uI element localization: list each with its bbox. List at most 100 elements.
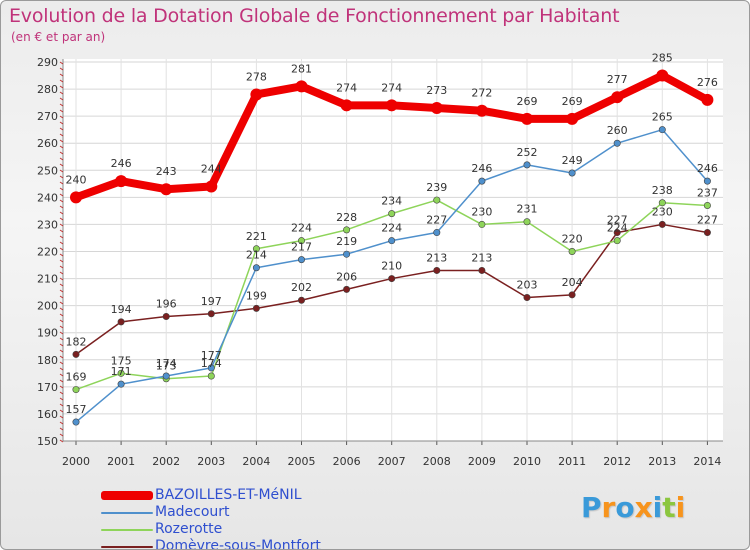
legend-label: Rozerotte bbox=[155, 521, 223, 537]
logo-letter: i bbox=[652, 491, 663, 524]
data-point bbox=[295, 80, 308, 93]
logo-letter: o bbox=[615, 491, 635, 524]
data-label: 265 bbox=[652, 111, 673, 124]
data-point bbox=[388, 210, 396, 218]
data-label: 175 bbox=[111, 354, 132, 367]
data-label: 213 bbox=[426, 251, 447, 264]
data-label: 239 bbox=[426, 181, 447, 194]
x-tick-label: 2009 bbox=[468, 455, 496, 468]
x-tick-label: 2010 bbox=[513, 455, 541, 468]
y-axis-dash bbox=[59, 229, 64, 233]
data-point bbox=[478, 220, 486, 228]
y-axis-dash bbox=[59, 355, 64, 359]
data-point bbox=[568, 291, 576, 299]
data-point bbox=[478, 266, 486, 274]
logo-letter: P bbox=[581, 491, 602, 524]
y-axis-dash bbox=[59, 373, 64, 377]
data-label: 240 bbox=[66, 173, 87, 186]
data-point bbox=[568, 248, 576, 256]
data-label: 269 bbox=[517, 95, 538, 108]
data-point bbox=[297, 237, 305, 245]
y-axis-dash bbox=[59, 319, 64, 323]
data-label: 274 bbox=[381, 81, 402, 94]
data-label: 177 bbox=[201, 349, 222, 362]
y-axis-dash bbox=[59, 325, 64, 329]
y-axis-dash bbox=[59, 175, 64, 179]
data-label: 246 bbox=[471, 162, 492, 175]
y-tick-label: 260 bbox=[37, 137, 58, 150]
data-label: 197 bbox=[201, 295, 222, 308]
data-point bbox=[613, 139, 621, 147]
y-axis-dash bbox=[59, 127, 64, 131]
y-axis-dash bbox=[59, 385, 64, 389]
logo-letter: i bbox=[675, 491, 686, 524]
data-label: 224 bbox=[381, 222, 402, 235]
data-point bbox=[703, 201, 711, 209]
legend-swatch bbox=[101, 546, 153, 548]
y-axis-dash bbox=[59, 217, 64, 221]
data-label: 220 bbox=[562, 233, 583, 246]
data-point bbox=[523, 161, 531, 169]
y-axis-dash bbox=[59, 169, 64, 173]
data-label: 273 bbox=[426, 84, 447, 97]
x-tick-label: 2013 bbox=[648, 455, 676, 468]
chart-title: Evolution de la Dotation Globale de Fonc… bbox=[9, 5, 620, 27]
data-label: 224 bbox=[291, 222, 312, 235]
x-tick-label: 2003 bbox=[197, 455, 225, 468]
y-axis-dash bbox=[59, 361, 64, 365]
x-tick-label: 2011 bbox=[558, 455, 586, 468]
y-tick-label: 180 bbox=[37, 354, 58, 367]
data-point bbox=[658, 199, 666, 207]
y-tick-label: 240 bbox=[37, 191, 58, 204]
y-tick-label: 290 bbox=[37, 56, 58, 69]
x-tick-label: 2005 bbox=[288, 455, 316, 468]
y-axis-dash bbox=[59, 223, 64, 227]
data-point bbox=[252, 264, 260, 272]
y-tick-label: 190 bbox=[37, 327, 58, 340]
data-point bbox=[160, 183, 173, 196]
data-point bbox=[658, 220, 666, 228]
data-point bbox=[207, 310, 215, 318]
data-point bbox=[703, 229, 711, 237]
x-tick-label: 2006 bbox=[333, 455, 361, 468]
data-point bbox=[252, 304, 260, 312]
data-point bbox=[433, 266, 441, 274]
x-tick-label: 2001 bbox=[107, 455, 135, 468]
data-point bbox=[70, 191, 82, 204]
y-axis-dash bbox=[59, 259, 64, 263]
data-point bbox=[658, 126, 666, 134]
data-label: 227 bbox=[697, 214, 718, 227]
data-point bbox=[523, 294, 531, 302]
y-axis-dash bbox=[59, 409, 64, 413]
y-axis-dash bbox=[59, 301, 64, 305]
data-label: 227 bbox=[607, 214, 628, 227]
y-axis-dash bbox=[59, 121, 64, 125]
plot-background bbox=[63, 59, 723, 441]
data-label: 210 bbox=[381, 260, 402, 273]
data-point bbox=[72, 418, 80, 426]
legend-swatch bbox=[101, 491, 153, 500]
data-point bbox=[252, 245, 260, 253]
data-point bbox=[115, 175, 128, 188]
data-label: 202 bbox=[291, 281, 312, 294]
data-label: 238 bbox=[652, 184, 673, 197]
y-axis-dash bbox=[59, 349, 64, 353]
proxiti-logo: Proxiti bbox=[581, 491, 685, 524]
data-point bbox=[388, 237, 396, 245]
data-point bbox=[297, 256, 305, 264]
data-label: 157 bbox=[66, 403, 87, 416]
y-axis-dash bbox=[59, 199, 64, 203]
y-tick-label: 230 bbox=[37, 218, 58, 231]
y-tick-label: 220 bbox=[37, 246, 58, 259]
y-axis-dash bbox=[59, 85, 64, 89]
data-label: 206 bbox=[336, 270, 357, 283]
y-axis-dash bbox=[59, 157, 64, 161]
data-point bbox=[430, 102, 443, 115]
y-axis-dash bbox=[59, 421, 64, 425]
data-point bbox=[297, 296, 305, 304]
y-axis-dash bbox=[59, 109, 64, 113]
data-point bbox=[388, 275, 396, 283]
legend-label: BAZOILLES-ET-MéNIL bbox=[155, 487, 302, 503]
data-label: 196 bbox=[156, 297, 177, 310]
